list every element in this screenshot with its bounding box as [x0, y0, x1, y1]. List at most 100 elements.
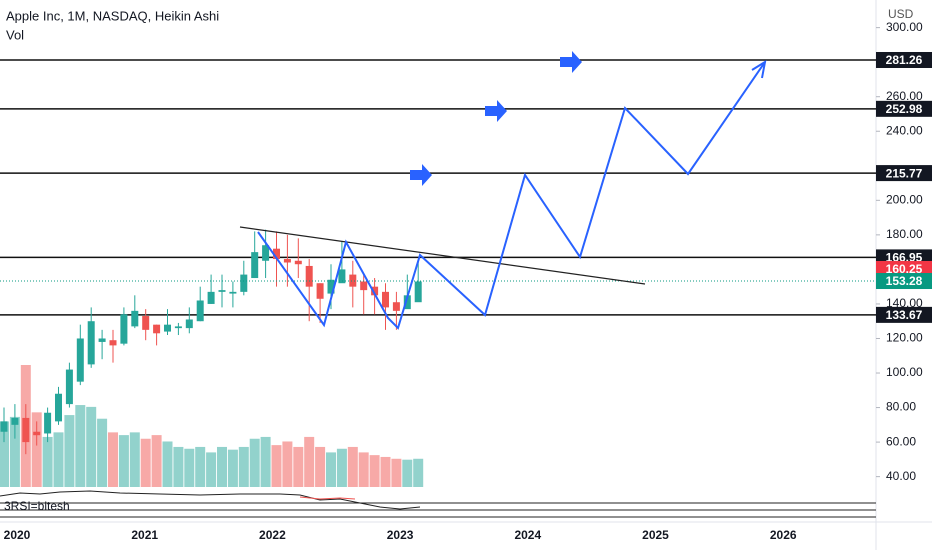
y-tick-label: 40.00 [886, 469, 916, 483]
volume-bar [238, 446, 249, 487]
level-label-box [876, 100, 932, 117]
candle-body [0, 421, 8, 432]
volume-bar [0, 421, 9, 487]
y-tick-label: 60.00 [886, 434, 916, 448]
candle-body [316, 283, 324, 299]
volume-bar [97, 418, 108, 487]
candle-body [174, 326, 182, 329]
volume-bar [9, 416, 20, 487]
x-tick-label: 2023 [387, 528, 414, 542]
candle-body [33, 431, 41, 436]
level-label-box [876, 306, 932, 323]
chart-subtitle: Vol [6, 27, 24, 42]
candle-body [305, 265, 313, 287]
y-tick-label: 240.00 [886, 123, 923, 137]
arrow-marker [485, 100, 507, 122]
volume-bar [184, 448, 195, 487]
x-tick-label: 2026 [770, 528, 797, 542]
currency: USD [888, 7, 914, 21]
y-tick-label: 80.00 [886, 400, 916, 414]
candle-body [120, 314, 128, 344]
chart-title: Apple Inc, 1M, NASDAQ, Heikin Ashi [6, 8, 219, 23]
trend-line [239, 226, 646, 285]
y-tick-label: 180.00 [886, 227, 923, 241]
volume-bar [380, 456, 391, 487]
volume-bar [217, 446, 227, 487]
y-tick-label: 300.00 [886, 20, 923, 34]
volume-bar [118, 435, 129, 487]
indicator-label: 3RSI=bitesh [4, 499, 70, 513]
volume-bar [151, 435, 162, 487]
candle-body [414, 281, 422, 303]
candle-body [164, 324, 171, 332]
volume-bar [391, 458, 402, 487]
y-tick-label: 140.00 [886, 296, 923, 310]
volume-bar [304, 436, 315, 487]
candle-body [44, 412, 52, 434]
x-tick-label: 2025 [642, 528, 669, 542]
candle-body [65, 369, 73, 405]
candle-body [131, 310, 139, 327]
level-label: 281.26 [886, 53, 923, 67]
volume-bar [293, 446, 304, 487]
volume-bar [129, 432, 140, 487]
candle-body [240, 274, 248, 292]
y-tick-label: 120.00 [886, 331, 923, 345]
candle-body [283, 259, 291, 263]
price-label-box [876, 260, 932, 277]
candle-body [185, 319, 193, 329]
price-label: 153.28 [886, 274, 923, 288]
x-tick-label: 2021 [131, 528, 158, 542]
volume-bar [271, 445, 282, 487]
volume-bar [315, 446, 326, 487]
arrow-marker [560, 51, 582, 73]
volume-bar [140, 438, 151, 487]
y-tick-label: 200.00 [886, 192, 923, 206]
x-tick-label: 2024 [514, 528, 541, 542]
candle-body [327, 279, 335, 294]
arrow-marker [410, 164, 432, 186]
volume-bar [347, 446, 358, 487]
volume-bar [64, 415, 75, 487]
volume-bar [249, 438, 260, 487]
candle-body [294, 260, 302, 265]
volume-bar [282, 441, 293, 487]
volume-bar [413, 458, 424, 487]
y-tick-label: 260.00 [886, 89, 923, 103]
projection-path [257, 61, 766, 330]
candle-body [273, 248, 280, 260]
volume-bar [260, 436, 271, 487]
level-label: 133.67 [886, 308, 923, 322]
candle-body [349, 274, 357, 287]
level-label-box [876, 51, 932, 68]
candle-body [360, 281, 368, 291]
candle-body [55, 393, 62, 422]
volume-bar [86, 406, 97, 487]
volume-bar [75, 405, 86, 487]
level-label: 252.98 [886, 102, 923, 116]
volume-bar [31, 412, 42, 487]
projection-arrowhead [751, 59, 767, 79]
candle-body [392, 302, 400, 311]
candle-body [196, 300, 204, 322]
candle-body [142, 316, 150, 330]
volume-bar [162, 441, 173, 487]
volume-bar [42, 436, 53, 487]
candle-body [87, 321, 95, 365]
candle-body [76, 338, 84, 382]
y-tick-label: 100.00 [886, 365, 923, 379]
candle-body [22, 417, 30, 443]
x-tick-label: 2020 [4, 528, 31, 542]
volume-bar [53, 432, 64, 487]
x-tick-label: 2022 [259, 528, 286, 542]
candle-body [98, 338, 106, 342]
volume-bar [195, 446, 206, 487]
volume-bar [358, 452, 369, 487]
candle-body [109, 340, 117, 346]
volume-bar [326, 452, 336, 487]
volume-bar [402, 459, 413, 487]
level-label: 215.77 [886, 166, 923, 180]
volume-bar [108, 432, 118, 487]
